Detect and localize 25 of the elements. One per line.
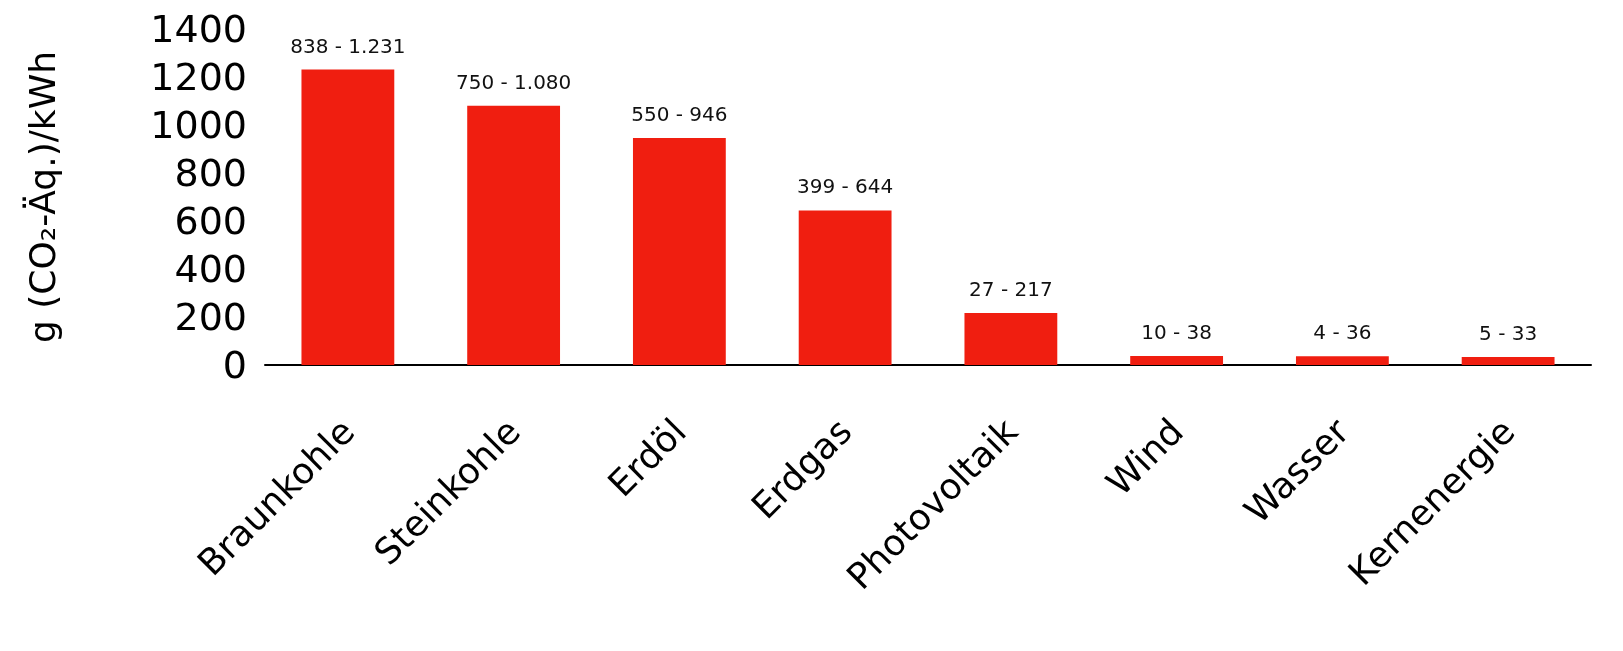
bar [632, 137, 726, 365]
y-tick-label: 0 [222, 343, 247, 387]
bar [1461, 357, 1555, 365]
annotation: 5 - 33 [1479, 321, 1538, 346]
annotation: 399 - 644 [796, 174, 894, 199]
bar [467, 105, 561, 365]
annotation: 838 - 1.231 [290, 33, 406, 58]
annotation: 550 - 946 [631, 101, 728, 126]
y-tick-label: 1000 [150, 103, 247, 147]
y-tick-label: 200 [174, 295, 247, 339]
annotation: 750 - 1.080 [455, 69, 572, 94]
y-tick-label: 1200 [150, 55, 247, 99]
y-axis-title: g (CO₂-Äq.)/kWh [21, 50, 63, 344]
bar [964, 312, 1058, 365]
y-tick-label: 1400 [150, 7, 247, 51]
bar [1295, 356, 1389, 365]
y-tick-label: 400 [174, 247, 247, 291]
annotation: 4 - 36 [1313, 320, 1372, 345]
y-tick-label: 600 [174, 199, 247, 243]
bar [1130, 355, 1224, 365]
annotation: 10 - 38 [1141, 319, 1213, 344]
annotation: 27 - 217 [969, 276, 1053, 301]
y-tick-label: 800 [174, 151, 247, 195]
bar [301, 69, 395, 365]
bar [798, 210, 892, 365]
